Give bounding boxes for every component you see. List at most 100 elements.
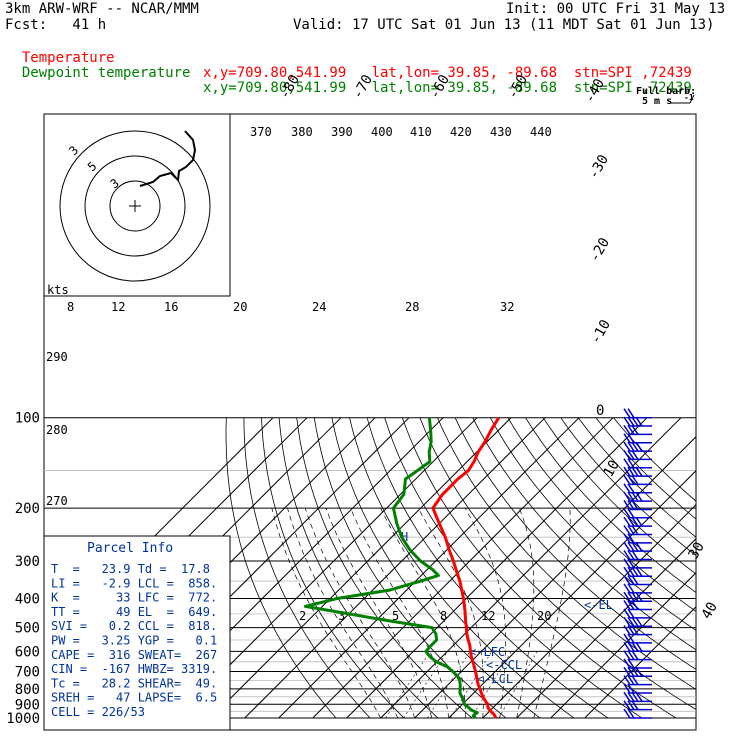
wind-barb-flag xyxy=(623,566,631,577)
wind-barb-flag xyxy=(623,708,631,719)
wind-barb-flag xyxy=(627,641,635,652)
wind-barb xyxy=(623,516,652,527)
wind-barb-flag xyxy=(623,483,631,494)
wind-barb xyxy=(623,408,652,419)
wind-barb-flag xyxy=(627,666,635,677)
dry-adiabat xyxy=(278,417,439,719)
pressure-tick-label: 100 xyxy=(15,411,40,427)
wind-barb-flag xyxy=(631,650,639,661)
isotherm-label: -80 xyxy=(277,72,304,102)
wind-barb-flag xyxy=(627,708,635,719)
height-label: 280 xyxy=(46,423,68,437)
mixing-ratio-line xyxy=(427,651,471,719)
wind-barb-flag xyxy=(631,541,639,552)
parcel-info-title: Parcel Info xyxy=(87,541,173,556)
wind-barb xyxy=(623,650,652,661)
wind-barb-flag xyxy=(623,475,631,485)
wind-barb-flag xyxy=(623,633,631,644)
wind-barb xyxy=(623,691,652,703)
wind-barb-flag xyxy=(631,641,639,652)
wind-barb-flag xyxy=(623,616,631,627)
wind-barb-flag xyxy=(623,583,631,594)
dry-adiabat xyxy=(401,417,677,719)
wind-barb xyxy=(623,500,652,511)
dry-adiabat xyxy=(261,417,405,719)
dry-adiabat xyxy=(472,417,696,651)
hodograph-ring xyxy=(59,130,211,282)
isotherm-line xyxy=(448,470,696,719)
wind-barb-flag xyxy=(623,500,631,510)
pressure-tick-label: 700 xyxy=(15,664,40,680)
wind-barb-flag xyxy=(627,483,635,494)
wind-barb-flag xyxy=(631,700,639,711)
dry-adiabat xyxy=(384,417,643,719)
dry-adiabat xyxy=(542,417,696,575)
mixing-ratio-line xyxy=(498,651,538,719)
height-label: 270 xyxy=(46,494,68,508)
wind-barb xyxy=(623,683,652,694)
wind-barb xyxy=(623,625,652,636)
parcel-info-row: CELL = 226/53 xyxy=(51,705,145,719)
isotherm-label: 40 xyxy=(699,599,721,622)
wind-barb-flag xyxy=(623,441,631,452)
isotherm-label: -40 xyxy=(582,76,609,106)
wind-barb-flag xyxy=(635,466,643,477)
wind-barb-flag xyxy=(635,666,643,677)
isotherm-line xyxy=(346,417,648,719)
theta-label: 390 xyxy=(331,125,353,139)
wind-barb-flag xyxy=(635,541,643,552)
wind-barb-flag xyxy=(627,683,635,694)
wind-barb-flag xyxy=(627,600,635,610)
dry-adiabat xyxy=(454,417,696,670)
theta-label: 420 xyxy=(450,125,472,139)
temperature-legend-label: Temperature xyxy=(21,50,115,66)
mixing-ratio-line xyxy=(385,651,431,719)
wind-barb-flag xyxy=(627,550,635,560)
dry-adiabat xyxy=(560,417,696,557)
wind-barb-flag xyxy=(623,675,631,686)
wind-barb-flag xyxy=(627,700,635,711)
isotherm-label: 30 xyxy=(686,539,708,562)
wind-barb xyxy=(623,441,652,452)
pressure-tick-label: 600 xyxy=(15,644,40,660)
wind-barb-flag xyxy=(623,408,631,419)
wind-barb-flag xyxy=(627,449,635,460)
wind-barb-flag xyxy=(627,491,635,502)
wind-barb-flag xyxy=(631,416,639,427)
mixing-ratio-label: 5 xyxy=(392,609,399,623)
dry-adiabat xyxy=(489,417,696,631)
wind-legend-title: Full barb: xyxy=(636,86,696,97)
wind-barb-flag xyxy=(635,416,643,427)
wind-barb xyxy=(623,708,652,719)
theta-label: 400 xyxy=(371,125,393,139)
dry-adiabat xyxy=(349,417,575,719)
parcel-info-row: SREH = 47 LAPSE= 6.5 xyxy=(51,691,217,705)
wind-barb xyxy=(623,525,652,536)
wind-barb-flag xyxy=(631,600,639,610)
wind-barb-flag xyxy=(623,683,631,694)
wind-barb xyxy=(623,475,652,486)
mixing-ratio-label: 24 xyxy=(312,300,326,314)
isotherm-line xyxy=(210,417,512,719)
wind-barb-flag xyxy=(631,441,639,452)
wind-barb-flag xyxy=(623,658,631,669)
wind-barb-flag xyxy=(623,491,631,502)
wind-barb-flag xyxy=(635,691,643,702)
level-marker-ccl: <-CCL xyxy=(486,658,522,672)
parcel-info-frame xyxy=(43,535,231,731)
mixing-ratio-label: 8 xyxy=(67,300,74,314)
wind-barb-flag xyxy=(631,625,639,635)
wind-barb xyxy=(623,508,652,519)
theta-label: 430 xyxy=(490,125,512,139)
wind-barb-flag xyxy=(627,533,635,544)
pressure-tick-label: 800 xyxy=(15,682,40,698)
hodograph-trace xyxy=(139,130,197,187)
plot-frame xyxy=(43,113,697,731)
hodograph-ring xyxy=(84,155,186,257)
wind-barb-flag xyxy=(627,541,635,552)
dry-adiabat xyxy=(331,417,541,719)
parcel-info-row: CIN = -167 HWBZ= 3319. xyxy=(51,662,217,676)
wind-barb-flag xyxy=(631,591,639,602)
dry-adiabat xyxy=(437,417,696,690)
parcel-info-row: SVI = 0.2 CCL = 818. xyxy=(51,619,217,633)
